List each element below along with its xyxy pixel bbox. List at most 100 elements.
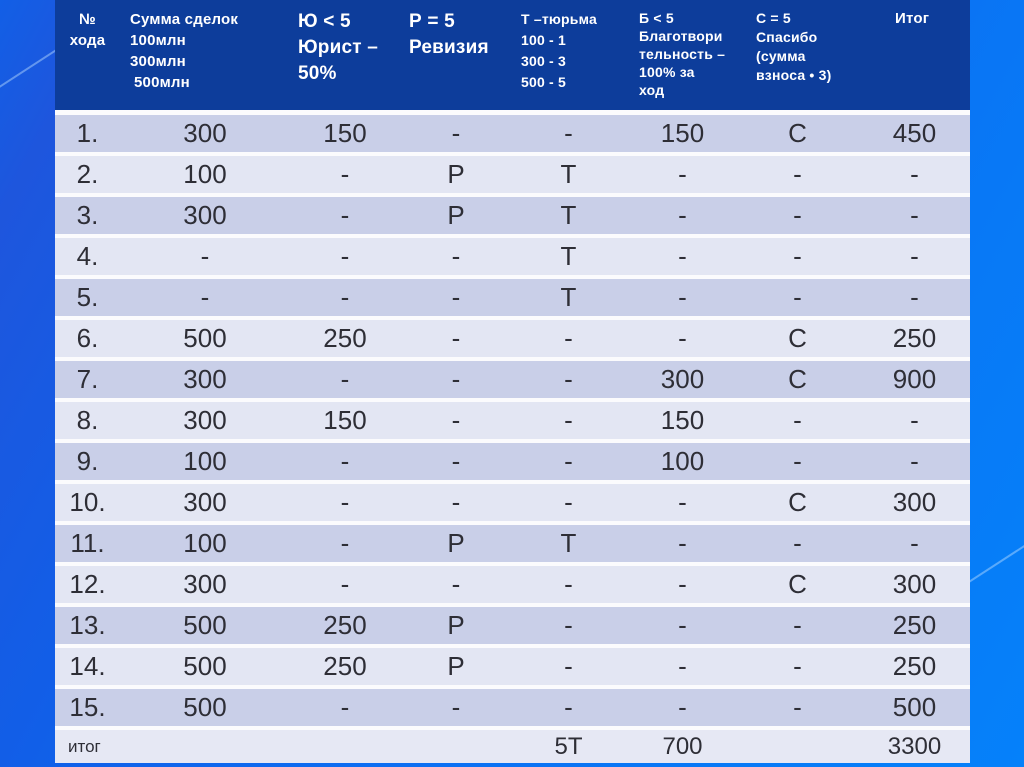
cell-row14-revision: Р <box>447 651 465 681</box>
cell-row7-thanks: С <box>788 364 807 394</box>
column-header-move-number: № хода <box>55 0 120 110</box>
cell-row11-lawyer: - <box>340 528 350 558</box>
cell-row2-revision: Р <box>447 159 465 189</box>
column-header-line: взноса • 3) <box>756 67 832 83</box>
cell-row7-move-number: 7. <box>76 364 99 394</box>
column-header-total: Итог <box>885 0 970 110</box>
cell-row15-revision: - <box>451 692 461 722</box>
column-header-line: 100% за <box>639 64 695 80</box>
cell-row8-lawyer: 150 <box>323 405 367 435</box>
cell-row6-deal-sum: 500 <box>183 323 227 353</box>
cell-row9-deal-sum: 100 <box>183 446 227 476</box>
cell-row5-deal-sum: - <box>200 282 210 312</box>
cell-row13-prison: - <box>564 610 573 640</box>
cell-row10-revision: - <box>451 487 461 517</box>
column-header-line: Итог <box>895 10 930 27</box>
cell-row7-revision: - <box>451 364 461 394</box>
cell-row3-prison: Т <box>560 200 577 230</box>
table-row-3: 3. 300 - Р Т - - - <box>55 197 970 234</box>
cell-row5-lawyer: - <box>340 282 350 312</box>
cell-row11-charity: - <box>678 528 687 558</box>
cell-row11-thanks: - <box>793 528 802 558</box>
cell-row5-total: - <box>910 282 919 312</box>
cell-row11-total: - <box>910 528 919 558</box>
cell-row3-move-number: 3. <box>76 200 99 230</box>
cell-row5-prison: Т <box>560 282 577 312</box>
cell-row10-thanks: С <box>788 487 807 517</box>
column-header-line: 100млн <box>130 32 186 49</box>
table-header-row: № хода Сумма сделок 100млн 300млн 500млн Ю < 5… <box>55 0 970 110</box>
cell-row8-charity: 150 <box>660 405 705 435</box>
cell-row3-charity: - <box>678 200 687 230</box>
cell-row10-total: 300 <box>892 487 937 517</box>
column-header-line: Благотвори <box>639 28 723 44</box>
table-footer-row: итог 5Т 700 3300 <box>55 730 970 763</box>
cell-row9-prison: - <box>564 446 573 476</box>
column-header-thanks: С = 5 Спасибо (сумма взноса • 3) <box>740 0 885 110</box>
column-header-line: 300млн <box>130 53 186 70</box>
cell-row10-lawyer: - <box>340 487 350 517</box>
cell-row10-deal-sum: 300 <box>183 487 227 517</box>
cell-row4-revision: - <box>451 241 461 271</box>
cell-row2-total: - <box>910 159 919 189</box>
column-header-line: 500 - 5 <box>521 74 566 90</box>
cell-row12-revision: - <box>451 569 461 599</box>
cell-row8-revision: - <box>451 405 461 435</box>
cell-row11-move-number: 11. <box>70 528 105 558</box>
cell-row3-thanks: - <box>793 200 802 230</box>
cell-row5-thanks: - <box>793 282 802 312</box>
cell-row2-deal-sum: 100 <box>183 159 227 189</box>
footer-cell-total: 3300 <box>887 733 942 760</box>
cell-row2-lawyer: - <box>340 159 350 189</box>
cell-row4-total: - <box>910 241 919 271</box>
footer-cell-thanks <box>740 730 885 763</box>
column-header-line: тельность – <box>639 46 726 62</box>
cell-row14-deal-sum: 500 <box>183 651 227 681</box>
column-header-prison: Т –тюрьма 100 - 1 300 - 3 500 - 5 <box>512 0 625 110</box>
cell-row12-charity: - <box>678 569 687 599</box>
cell-row8-total: - <box>910 405 919 435</box>
column-header-revision: Р = 5 Ревизия <box>400 0 512 110</box>
cell-row15-thanks: - <box>793 692 802 722</box>
cell-row1-total: 450 <box>892 118 937 148</box>
cell-row13-deal-sum: 500 <box>183 610 227 640</box>
cell-row4-prison: Т <box>560 241 577 271</box>
cell-row5-move-number: 5. <box>76 282 99 312</box>
cell-row2-charity: - <box>678 159 687 189</box>
table-row-5: 5. - - - Т - - - <box>55 279 970 316</box>
cell-row3-lawyer: - <box>340 200 350 230</box>
cell-row14-thanks: - <box>793 651 802 681</box>
column-header-line: Юрист – <box>298 37 378 58</box>
cell-row6-revision: - <box>451 323 461 353</box>
cell-row1-revision: - <box>451 118 461 148</box>
cell-row1-lawyer: 150 <box>323 118 367 148</box>
table-row-14: 14. 500 250 Р - - - 250 <box>55 648 970 685</box>
cell-row9-total: - <box>910 446 919 476</box>
cell-row14-prison: - <box>564 651 573 681</box>
cell-row10-prison: - <box>564 487 573 517</box>
footer-cell-lawyer <box>290 730 400 763</box>
cell-row7-charity: 300 <box>660 364 705 394</box>
column-header-line: Ю < 5 <box>298 11 351 32</box>
cell-row5-revision: - <box>451 282 461 312</box>
cell-row3-total: - <box>910 200 919 230</box>
column-header-line: 50% <box>298 63 337 84</box>
table-row-9: 9. 100 - - - 100 - - <box>55 443 970 480</box>
cell-row2-move-number: 2. <box>76 159 99 189</box>
column-header-deal-sum: Сумма сделок 100млн 300млн 500млн <box>120 0 290 110</box>
cell-row4-charity: - <box>678 241 687 271</box>
column-header-line: 300 - 3 <box>521 53 566 69</box>
cell-row9-lawyer: - <box>340 446 350 476</box>
cell-row12-total: 300 <box>892 569 937 599</box>
cell-row9-revision: - <box>451 446 461 476</box>
cell-row9-thanks: - <box>793 446 802 476</box>
cell-row15-total: 500 <box>892 692 937 722</box>
column-header-line: С = 5 <box>756 10 791 26</box>
cell-row13-move-number: 13. <box>69 610 106 640</box>
cell-row15-move-number: 15. <box>69 692 106 722</box>
cell-row3-revision: Р <box>447 200 465 230</box>
column-header-line: Б < 5 <box>639 10 674 26</box>
column-header-line: № <box>79 11 96 28</box>
cell-row12-move-number: 12. <box>69 569 106 599</box>
